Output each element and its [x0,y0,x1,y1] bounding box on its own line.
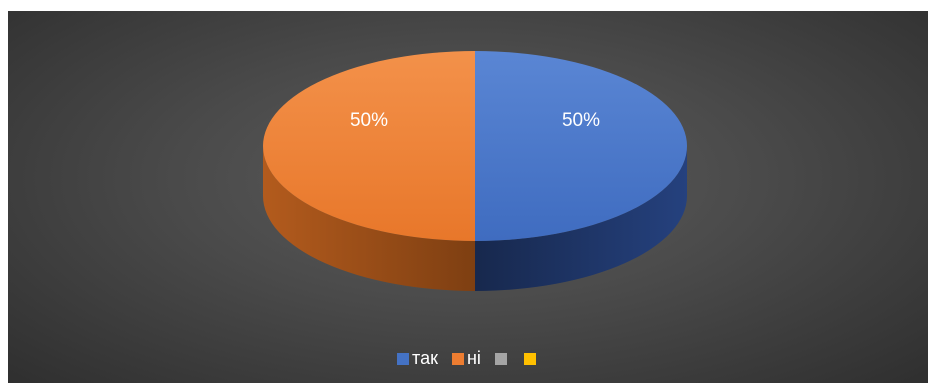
legend-swatch-2 [451,352,464,365]
legend-swatch-4 [523,352,536,365]
legend-item-3 [494,352,510,365]
data-label-1: 50% [562,110,600,131]
legend-label-1: так [412,348,438,368]
legend-item-1: так [397,348,438,369]
data-labels: 50% 50% [350,110,600,131]
pie-chart: 50% 50% [263,51,687,291]
legend-item-2: ні [451,348,481,369]
legend-swatch-1 [397,352,410,365]
pie-top-layer [263,51,687,241]
pie-slice-side-1 [475,146,687,291]
chart-area: 50% 50% так ні [8,11,928,383]
legend-label-2: ні [466,348,481,368]
pie-slice-side-2 [263,146,475,291]
pie-side-layer [263,146,687,291]
data-label-2: 50% [350,110,388,131]
legend: так ні [8,348,928,369]
legend-item-4 [523,352,539,365]
legend-swatch-3 [494,352,507,365]
pie-slice-1 [475,51,687,241]
pie-slice-2 [263,51,475,241]
